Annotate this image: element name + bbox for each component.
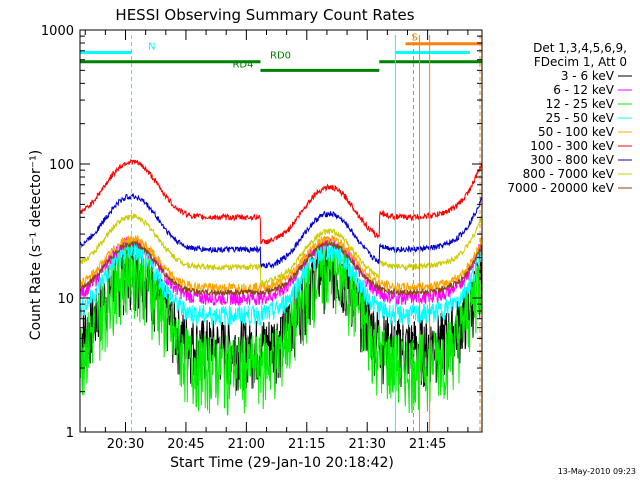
x-tick-label: 21:30 <box>348 437 385 452</box>
chart-title: HESSI Observing Summary Count Rates <box>115 6 414 24</box>
legend-header-line-2: FDecim 1, Att 0 <box>534 55 627 69</box>
x-tick-label: 21:00 <box>228 437 265 452</box>
flag-label-1: RD0 <box>270 51 291 62</box>
y-tick-label: 10 <box>57 292 74 307</box>
flag-label-2: RD4 <box>232 59 253 70</box>
y-tick-label: 100 <box>49 158 74 173</box>
y-axis-ticks: 1 10 100 1000 <box>41 24 482 441</box>
flag-label-5: S <box>411 33 417 44</box>
plot-frame <box>79 29 483 433</box>
legend-label-2: 12 - 25 keV <box>546 97 615 111</box>
legend: Det 1,3,4,5,6,9, FDecim 1, Att 0 3 - 6 k… <box>507 41 632 195</box>
timestamp: 13-May-2010 09:23 <box>558 467 636 476</box>
flag-label-0: N <box>148 41 155 52</box>
series-line-8 <box>79 239 483 297</box>
series-line-2 <box>79 240 483 416</box>
legend-label-3: 25 - 50 keV <box>546 111 615 125</box>
legend-label-8: 7000 - 20000 keV <box>507 181 614 195</box>
y-tick-label: 1000 <box>41 24 74 39</box>
series-line-0 <box>79 242 483 391</box>
x-axis-label: Start Time (29-Jan-10 20:18:42) <box>170 455 394 471</box>
y-tick-label: 1 <box>66 426 74 441</box>
x-tick-label: 21:15 <box>288 437 325 452</box>
x-tick-label: 21:45 <box>409 437 446 452</box>
legend-label-7: 800 - 7000 keV <box>523 167 615 181</box>
series-traces <box>79 159 483 416</box>
series-line-6 <box>79 193 483 269</box>
series-line-5 <box>79 159 483 245</box>
series-line-7 <box>79 213 483 287</box>
x-tick-label: 20:45 <box>167 437 204 452</box>
legend-label-0: 3 - 6 keV <box>561 69 615 83</box>
legend-label-5: 100 - 300 keV <box>530 139 614 153</box>
x-axis-ticks: 20:30 20:45 21:00 21:15 21:30 21:45 <box>84 30 469 452</box>
series-line-3 <box>79 241 483 327</box>
legend-label-4: 50 - 100 keV <box>538 125 615 139</box>
y-axis-label: Count Rate (s⁻¹ detector⁻¹) <box>28 150 44 340</box>
legend-label-1: 6 - 12 keV <box>553 83 615 97</box>
legend-label-6: 300 - 800 keV <box>530 153 614 167</box>
legend-header-line-1: Det 1,3,4,5,6,9, <box>533 41 627 55</box>
x-tick-label: 20:30 <box>107 437 144 452</box>
series-line-4 <box>79 234 483 295</box>
